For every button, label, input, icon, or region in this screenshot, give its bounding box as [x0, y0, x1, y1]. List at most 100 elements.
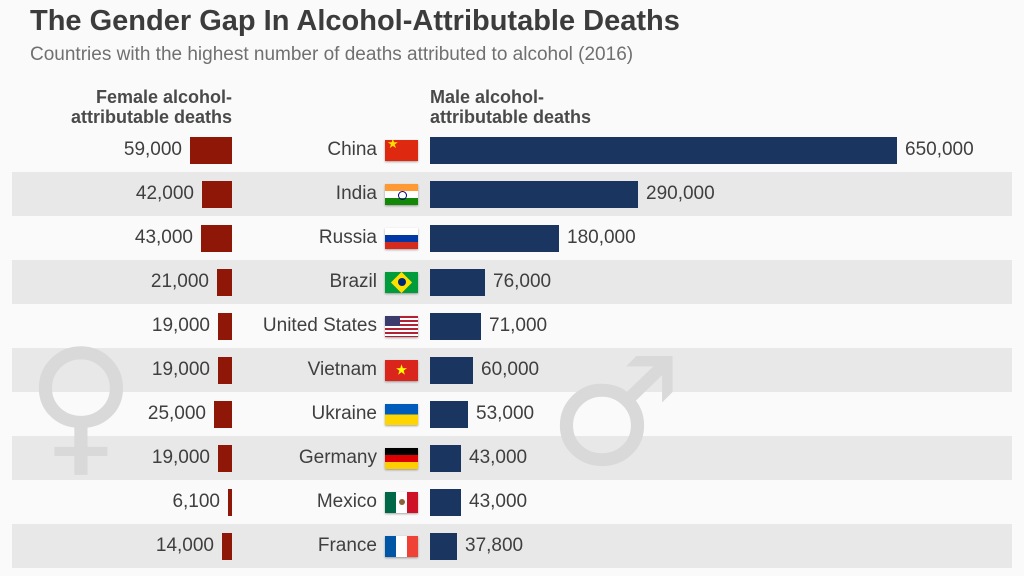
country-flag-icon-ua [385, 403, 418, 425]
female-cell: 19,000 [12, 444, 232, 472]
female-value-label: 42,000 [135, 183, 194, 204]
male-cell: 71,000 [430, 312, 1012, 340]
page-subtitle: Countries with the highest number of dea… [30, 44, 634, 65]
table-row: 19,000 Vietnam 60,000 [12, 348, 1012, 392]
male-value-label: 53,000 [476, 403, 535, 424]
flag-cell [377, 139, 430, 161]
table-row: 14,000 France 37,800 [12, 524, 1012, 568]
male-bar [430, 488, 461, 516]
female-cell: 19,000 [12, 312, 232, 340]
chart-rows: 59,000 China 650,000 42,000 India 290,00… [12, 128, 1012, 568]
flag-cell [377, 403, 430, 425]
table-row: 43,000 Russia 180,000 [12, 216, 1012, 260]
female-value-label: 19,000 [151, 447, 210, 468]
country-label: India [335, 183, 377, 204]
female-bar [202, 180, 232, 208]
country-label: China [327, 139, 377, 160]
female-cell: 19,000 [12, 356, 232, 384]
table-row: 21,000 Brazil 76,000 [12, 260, 1012, 304]
male-value-label: 290,000 [646, 183, 715, 204]
male-value-label: 71,000 [489, 315, 548, 336]
female-cell: 42,000 [12, 180, 232, 208]
male-cell: 290,000 [430, 180, 1012, 208]
male-value-label: 180,000 [567, 227, 636, 248]
female-bar [214, 400, 232, 428]
male-column-header-line2: attributable deaths [430, 107, 592, 128]
flag-cell [377, 315, 430, 337]
country-flag-icon-de [385, 447, 418, 469]
female-cell: 14,000 [12, 532, 232, 560]
flag-cell [377, 447, 430, 469]
flag-cell [377, 271, 430, 293]
female-cell: 59,000 [12, 136, 232, 164]
female-cell: 43,000 [12, 224, 232, 252]
male-cell: 60,000 [430, 356, 1012, 384]
female-bar [190, 136, 232, 164]
country-flag-icon-vn [385, 359, 418, 381]
country-label: Germany [298, 447, 377, 468]
table-row: 25,000 Ukraine 53,000 [12, 392, 1012, 436]
table-row: 19,000 United States 71,000 [12, 304, 1012, 348]
male-cell: 43,000 [430, 488, 1012, 516]
female-bar [218, 356, 232, 384]
male-bar [430, 136, 897, 164]
female-column-header-line1: Female alcohol- [95, 87, 232, 107]
male-value-label: 650,000 [905, 139, 974, 160]
male-cell: 650,000 [430, 136, 1012, 164]
page-title: The Gender Gap In Alcohol-Attributable D… [30, 5, 680, 37]
female-column-header-line2: attributable deaths [70, 107, 232, 128]
country-flag-icon-us [385, 315, 418, 337]
country-flag-icon-mx [385, 491, 418, 513]
male-bar [430, 356, 473, 384]
country-label: Mexico [316, 491, 377, 512]
male-value-label: 60,000 [481, 359, 540, 380]
country-flag-icon-in [385, 183, 418, 205]
flag-cell [377, 183, 430, 205]
male-column-header-line1: Male alcohol- [430, 87, 545, 107]
country-label: Brazil [329, 271, 377, 292]
male-bar [430, 312, 481, 340]
female-cell: 6,100 [12, 488, 232, 516]
male-cell: 37,800 [430, 532, 1012, 560]
country-label: France [317, 535, 377, 556]
flag-cell [377, 227, 430, 249]
female-bar [201, 224, 232, 252]
male-bar [430, 400, 468, 428]
table-row: 59,000 China 650,000 [12, 128, 1012, 172]
country-label: Ukraine [311, 403, 377, 424]
country-flag-icon-cn [385, 139, 418, 161]
female-value-label: 6,100 [172, 491, 220, 512]
male-cell: 43,000 [430, 444, 1012, 472]
female-value-label: 21,000 [150, 271, 209, 292]
female-value-label: 43,000 [134, 227, 193, 248]
female-value-label: 14,000 [155, 535, 214, 556]
female-bar [218, 312, 232, 340]
female-value-label: 19,000 [151, 359, 210, 380]
male-bar [430, 180, 638, 208]
flag-cell [377, 491, 430, 513]
female-bar [218, 444, 232, 472]
male-cell: 76,000 [430, 268, 1012, 296]
male-bar [430, 444, 461, 472]
female-value-label: 59,000 [123, 139, 182, 160]
male-value-label: 43,000 [469, 491, 528, 512]
male-cell: 180,000 [430, 224, 1012, 252]
male-bar [430, 268, 485, 296]
male-value-label: 37,800 [465, 535, 524, 556]
country-flag-icon-ru [385, 227, 418, 249]
flag-cell [377, 535, 430, 557]
male-bar [430, 224, 559, 252]
male-bar [430, 532, 457, 560]
table-row: 6,100 Mexico 43,000 [12, 480, 1012, 524]
country-label: Vietnam [307, 359, 377, 380]
female-column-header: Female alcohol- attributable deaths [12, 87, 232, 127]
flag-cell [377, 359, 430, 381]
country-label: Russia [318, 227, 377, 248]
female-bar [217, 268, 232, 296]
country-flag-icon-fr [385, 535, 418, 557]
female-bar [222, 532, 232, 560]
country-label: United States [262, 315, 377, 336]
male-column-header: Male alcohol- attributable deaths [430, 87, 591, 127]
table-row: 19,000 Germany 43,000 [12, 436, 1012, 480]
female-bar [228, 488, 232, 516]
